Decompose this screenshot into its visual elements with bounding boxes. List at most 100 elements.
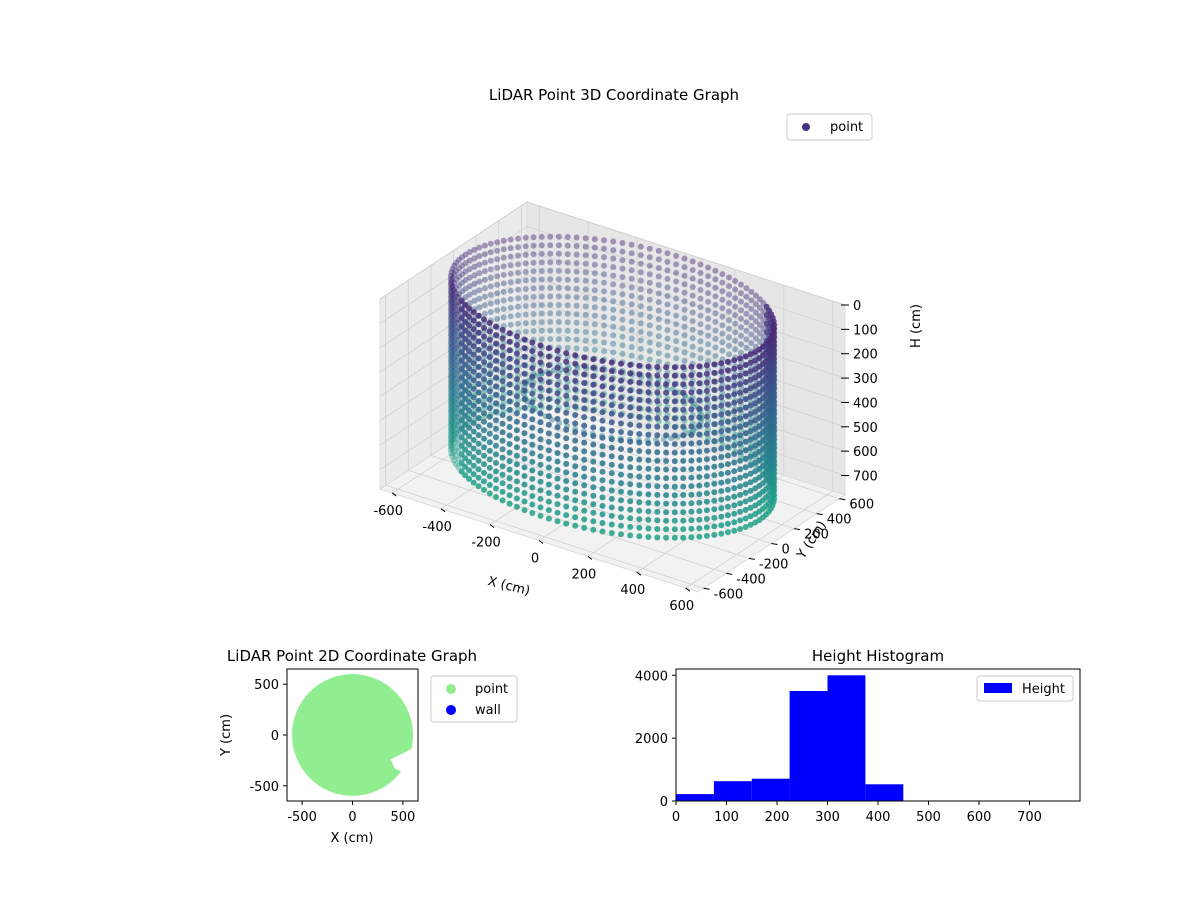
point-3d (703, 481, 710, 488)
point-3d (689, 309, 696, 316)
point-3d (680, 440, 687, 447)
point-3d (530, 276, 537, 283)
point-3d (737, 398, 744, 405)
point-3d (590, 364, 597, 371)
point-3d (618, 471, 624, 478)
point-3d (466, 339, 473, 346)
point-3d (493, 494, 499, 500)
point-3d (742, 370, 749, 377)
point-3d (689, 343, 696, 350)
point-3d (731, 434, 738, 440)
point-3d (451, 296, 458, 303)
x-tick-3d (391, 492, 397, 497)
point-3d (476, 287, 483, 294)
point-3d (718, 513, 725, 520)
x-tick-3d (538, 540, 544, 544)
point-3d (663, 466, 670, 473)
point-3d (637, 243, 644, 250)
point-3d (591, 244, 598, 251)
point-3d (664, 344, 671, 351)
point-3d (590, 398, 597, 405)
point-3d (724, 512, 731, 519)
point-3d (554, 501, 561, 508)
point-3d (743, 336, 750, 343)
point-3d (636, 431, 643, 437)
point-3d (703, 532, 710, 539)
point-3d (451, 390, 458, 397)
point-3d (537, 436, 544, 443)
point-3d (627, 489, 634, 496)
point-3d (475, 415, 482, 422)
point-3d (703, 498, 710, 505)
point-3d (450, 397, 457, 404)
point-3d (475, 474, 482, 481)
point-3d (462, 463, 469, 470)
point-3d (743, 293, 750, 300)
point-3d (731, 459, 738, 466)
point-3d (563, 350, 570, 357)
point-3d (645, 491, 652, 498)
point-3d (537, 410, 544, 417)
point-3d (493, 451, 499, 458)
point-3d (627, 506, 634, 513)
point-3d (726, 300, 732, 307)
point-3d (731, 408, 738, 415)
point-3d (711, 480, 718, 487)
y-tick-label-3d: -600 (714, 587, 744, 602)
point-3d (448, 330, 455, 337)
legend-2d: point wall (430, 675, 518, 723)
legend-label-wall: wall (475, 703, 501, 718)
point-3d (451, 288, 458, 295)
point-3d (554, 381, 561, 388)
point-3d (537, 419, 544, 426)
point-3d (582, 346, 589, 352)
point-3d (522, 294, 529, 301)
x-tick-label-3d: 400 (620, 583, 645, 598)
point-3d (680, 475, 687, 481)
point-3d (737, 372, 744, 379)
point-3d (475, 329, 482, 336)
point-3d (646, 279, 653, 286)
point-3d (481, 251, 488, 258)
point-3d (697, 329, 704, 336)
point-3d (608, 512, 615, 519)
x-tick-label-2d: 500 (390, 810, 415, 825)
point-3d (499, 378, 506, 384)
point-3d (450, 380, 457, 387)
point-3d (513, 478, 520, 485)
point-3d (664, 293, 671, 299)
point-3d (681, 349, 688, 356)
point-3d (462, 310, 469, 317)
point-3d (663, 509, 670, 516)
point-3d (619, 248, 626, 255)
point-3d (663, 483, 670, 490)
point-3d (645, 482, 652, 489)
point-3d (752, 519, 759, 526)
point-3d (731, 442, 738, 449)
point-3d (452, 392, 459, 399)
point-3d (486, 482, 493, 488)
point-3d (462, 395, 469, 402)
point-3d (529, 475, 536, 482)
point-3d (522, 234, 529, 241)
point-3d (610, 255, 617, 262)
point-3d (462, 294, 469, 301)
point-3d (737, 355, 744, 362)
point-3d (506, 424, 513, 430)
point-3d (636, 371, 643, 378)
point-3d (529, 399, 536, 406)
point-3d (654, 381, 661, 387)
point-3d (456, 256, 462, 263)
point-3d (547, 276, 554, 283)
point-3d (590, 381, 597, 388)
point-3d (618, 522, 624, 529)
y-tick-label-3d: -400 (736, 572, 766, 587)
point-3d (449, 359, 456, 366)
point-3d (476, 253, 483, 259)
point-3d (601, 296, 607, 303)
point-3d (581, 431, 588, 438)
point-3d (466, 450, 473, 457)
point-3d (599, 417, 606, 424)
point-3d (627, 413, 634, 419)
point-3d (500, 263, 507, 270)
